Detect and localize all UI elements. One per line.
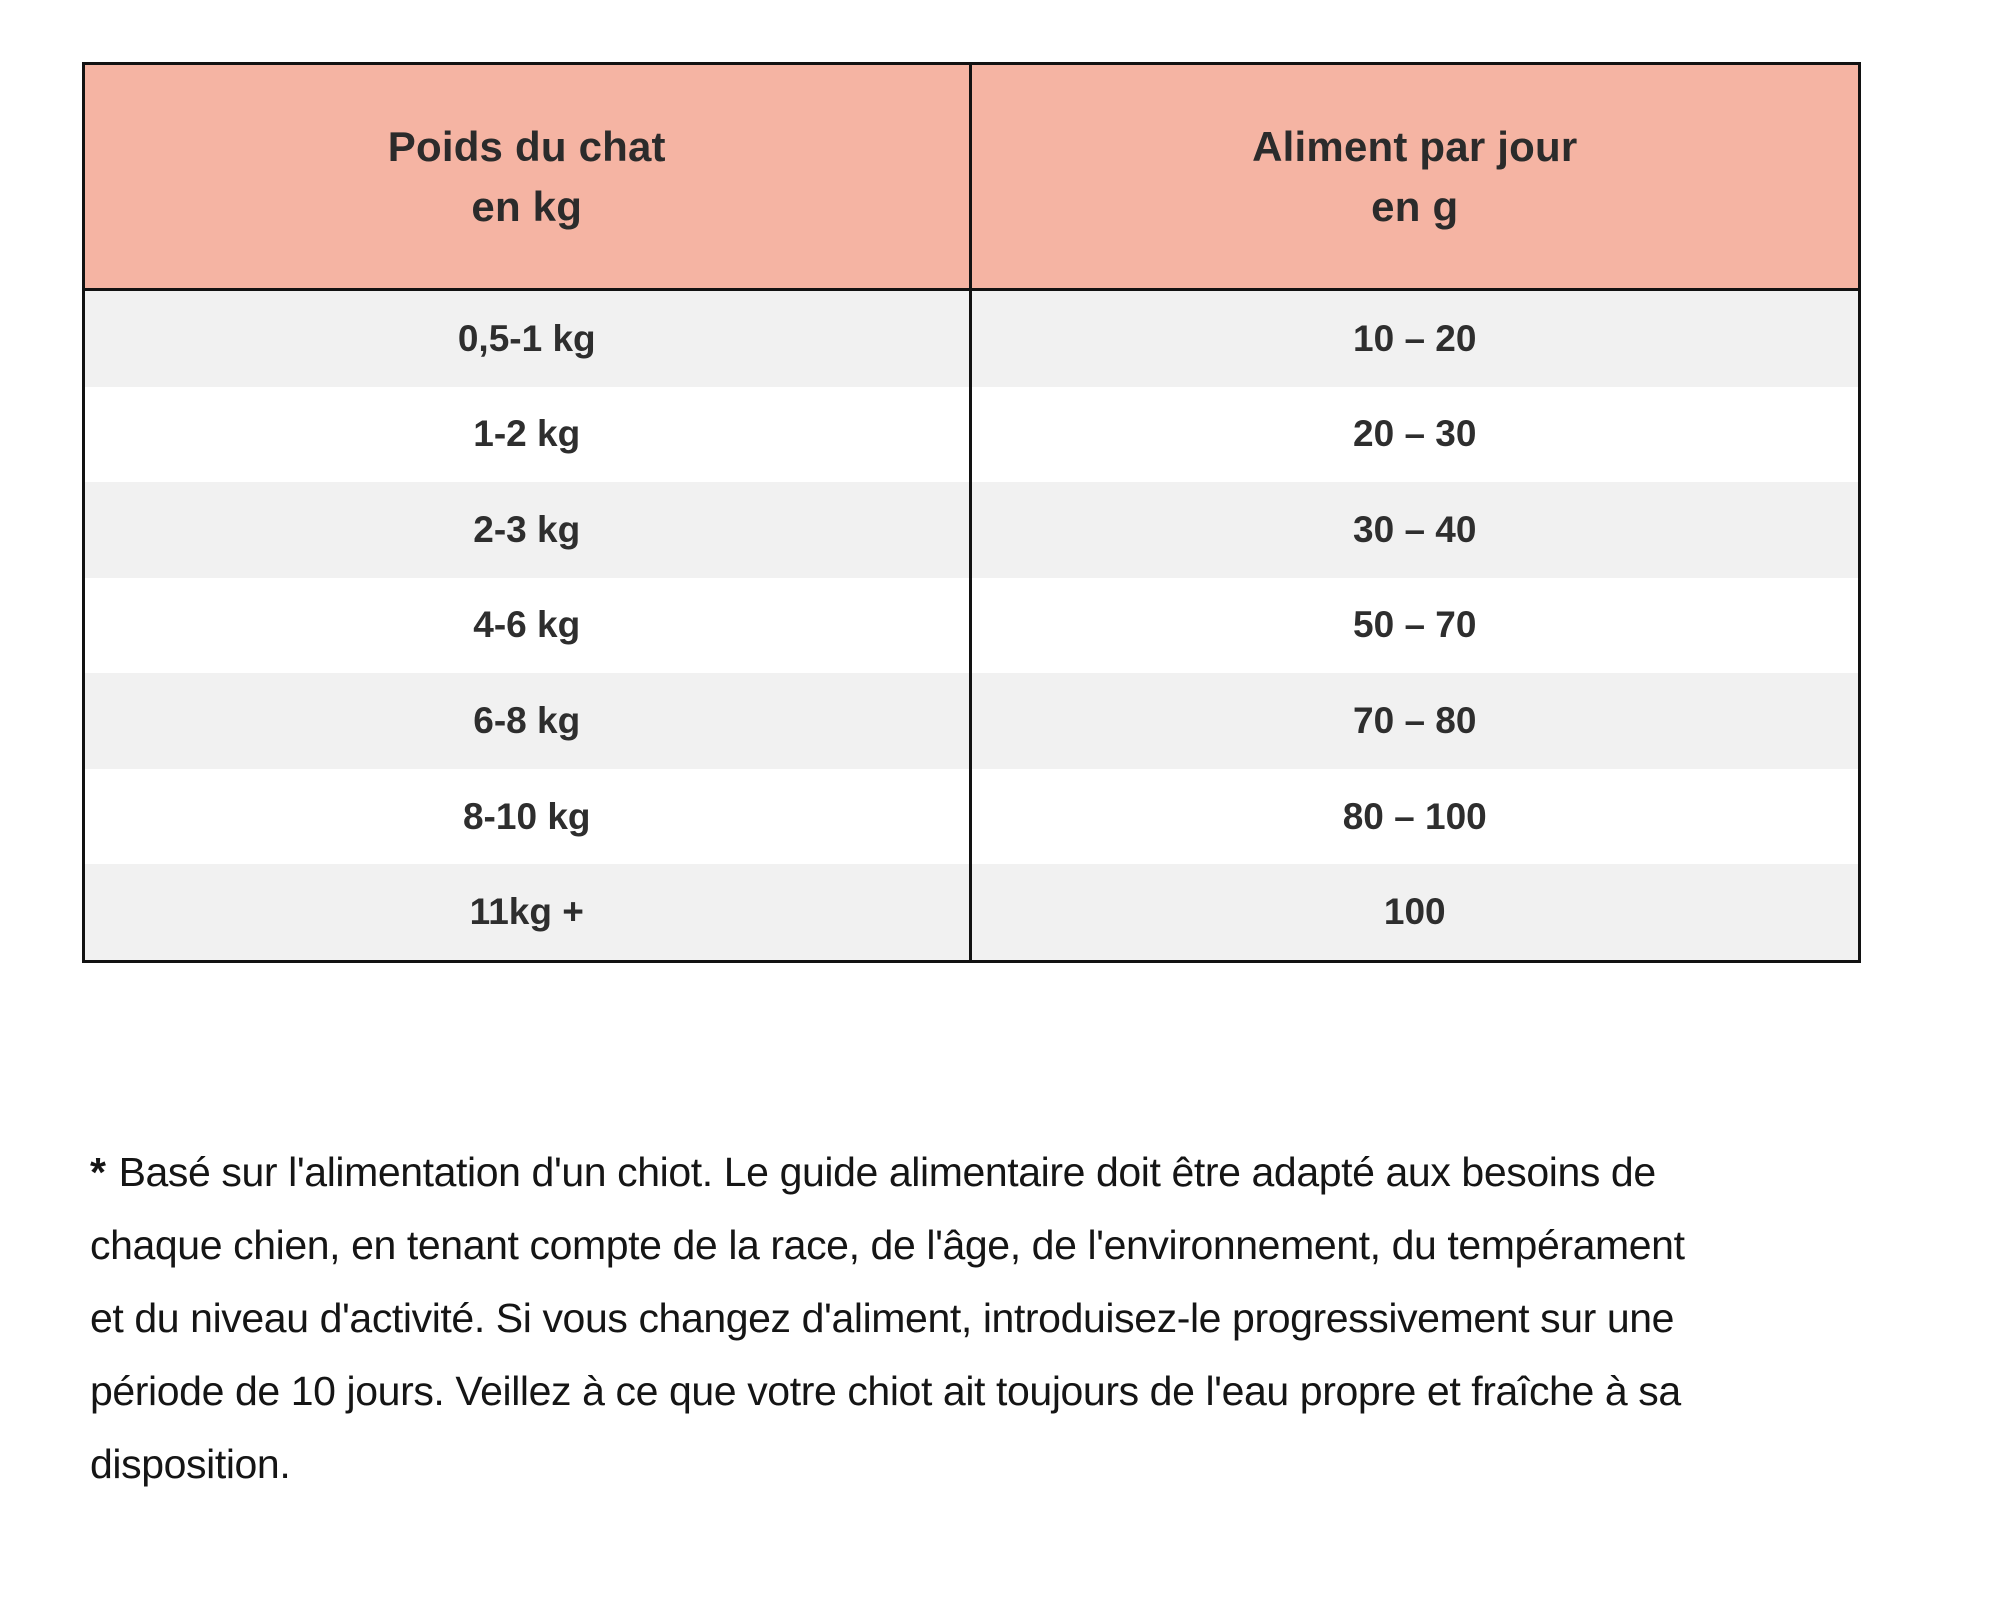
weight-cell: 0,5-1 kg (85, 291, 972, 387)
food-cell: 10 – 20 (971, 291, 1858, 387)
food-cell: 80 – 100 (1342, 795, 1487, 837)
header-food-line2: en g (1371, 182, 1459, 230)
header-weight-line2: en kg (471, 182, 583, 230)
table-header-food: Aliment par jour en g (971, 65, 1858, 291)
weight-cell: 4-6 kg (85, 577, 972, 674)
food-cell: 50 – 70 (1353, 604, 1477, 646)
weight-cell: 8-10 kg (85, 768, 972, 865)
footnote-line: chaque chien, en tenant compte de la rac… (90, 1222, 1685, 1268)
weight-cell: 2-3 kg (85, 482, 972, 578)
food-cell: 100 (971, 864, 1858, 960)
header-weight-line1: Poids du chat (387, 122, 666, 170)
food-cell: 20 – 30 (1353, 413, 1477, 455)
header-food-line1: Aliment par jour (1252, 122, 1578, 170)
footnote-line: disposition. (90, 1441, 291, 1487)
footnote-asterisk: * (90, 1149, 106, 1195)
footnote-line-text: Basé sur l'alimentation d'un chiot. Le g… (118, 1149, 1657, 1195)
table-header-weight: Poids du chat en kg (85, 65, 972, 291)
feeding-guide-table: Poids du chat en kg Aliment par jour en … (82, 62, 1861, 963)
weight-cell: 11kg + (85, 864, 972, 960)
footnote-line: et du niveau d'activité. Si vous changez… (90, 1295, 1675, 1341)
weight-cell: 6-8 kg (85, 673, 972, 769)
food-cell: 70 – 80 (971, 673, 1858, 769)
footnote-line: * Basé sur l'alimentation d'un chiot. Le … (90, 1136, 1685, 1209)
footnote-line: période de 10 jours. Veillez à ce que vo… (90, 1368, 1681, 1414)
weight-cell: 1-2 kg (85, 386, 972, 483)
footnote: * Basé sur l'alimentation d'un chiot. Le … (90, 1136, 1685, 1501)
food-cell: 30 – 40 (971, 482, 1858, 578)
